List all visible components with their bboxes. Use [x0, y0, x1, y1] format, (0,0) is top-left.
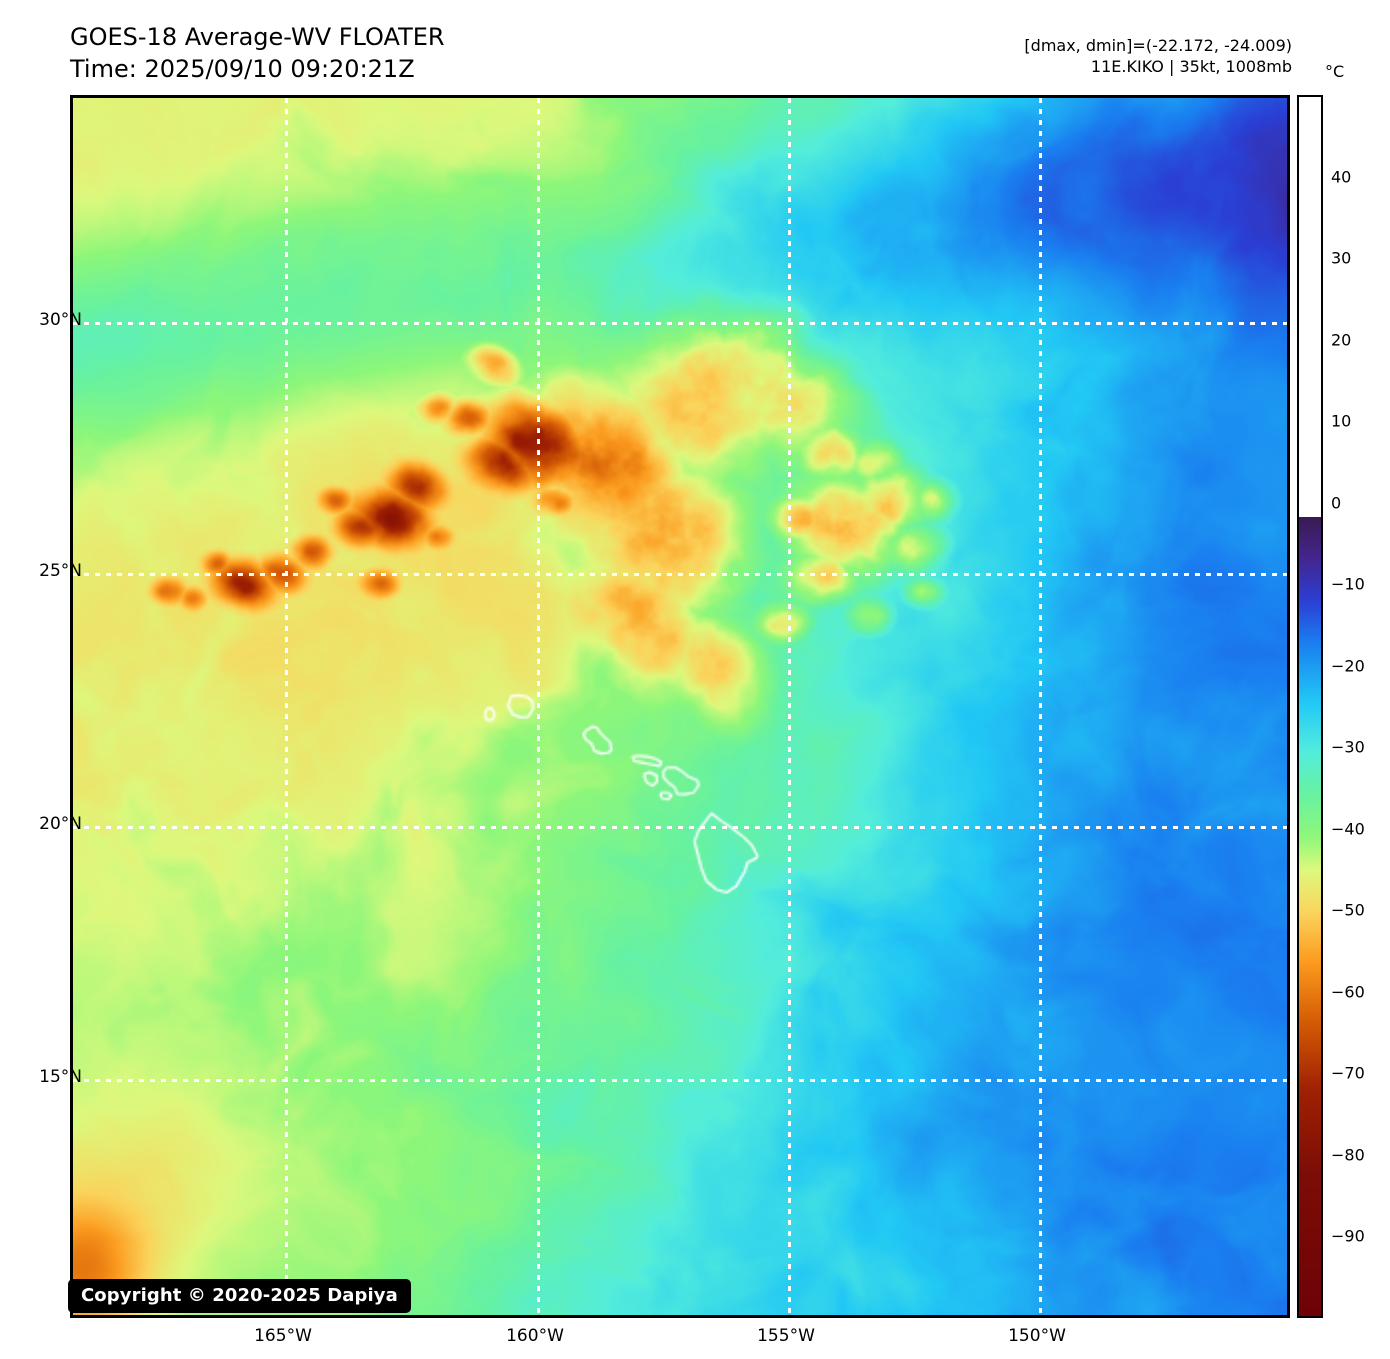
copyright-banner: Copyright © 2020-2025 Dapiya [68, 1279, 411, 1313]
colorbar-tick-label: −60 [1331, 982, 1365, 1002]
colorbar-tick-label: −70 [1331, 1063, 1365, 1083]
lat-tick-label: 20°N [39, 814, 82, 834]
colorbar-tick-label: 40 [1331, 167, 1352, 187]
satellite-map-plot[interactable] [70, 95, 1290, 1318]
colorbar-tick-label: −20 [1331, 656, 1365, 676]
colorbar-tick-label: −90 [1331, 1226, 1365, 1246]
lat-tick-label: 15°N [39, 1067, 82, 1087]
satellite-imagery-canvas [73, 98, 1287, 1315]
storm-info-label: 11E.KIKO | 35kt, 1008mb [1090, 56, 1292, 76]
colorbar-tick-label: −40 [1331, 819, 1365, 839]
colorbar-gradient [1299, 517, 1321, 1316]
data-range-label: [dmax, dmin]=(-22.172, -24.009) [1024, 36, 1292, 55]
lon-tick-label: 160°W [506, 1326, 564, 1346]
timestamp-label: Time: 2025/09/10 09:20:21Z [70, 54, 415, 83]
colorbar-tick-label: −80 [1331, 1145, 1365, 1165]
colorbar[interactable] [1297, 95, 1323, 1318]
lon-tick-label: 155°W [757, 1326, 815, 1346]
header-title-block: GOES-18 Average-WV FLOATER Time: 2025/09… [70, 22, 445, 86]
lon-tick-label: 165°W [254, 1326, 312, 1346]
colorbar-tick-label: 20 [1331, 330, 1352, 350]
lat-tick-label: 30°N [39, 310, 82, 330]
lat-tick-label: 25°N [39, 561, 82, 581]
colorbar-tick-label: 0 [1331, 493, 1342, 513]
page-title: GOES-18 Average-WV FLOATER [70, 23, 445, 51]
colorbar-tick-label: −50 [1331, 900, 1365, 920]
colorbar-tick-label: 30 [1331, 248, 1352, 268]
colorbar-unit-label: °C [1325, 62, 1345, 81]
header-meta-block: [dmax, dmin]=(-22.172, -24.009) 11E.KIKO… [1024, 36, 1292, 78]
colorbar-tick-label: −10 [1331, 574, 1365, 594]
colorbar-tick-label: 10 [1331, 411, 1352, 431]
lon-tick-label: 150°W [1008, 1326, 1066, 1346]
colorbar-tick-label: −30 [1331, 737, 1365, 757]
